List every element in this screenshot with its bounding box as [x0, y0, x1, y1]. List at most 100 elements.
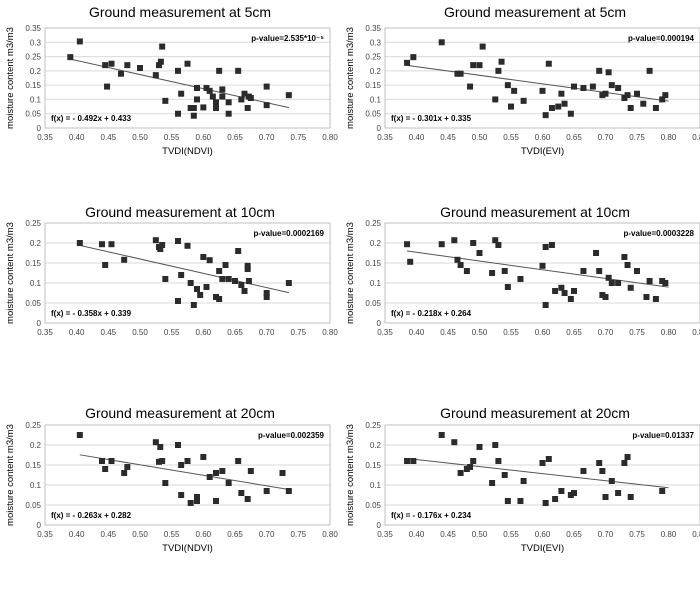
x-tick-label: 0.65 — [227, 328, 243, 337]
data-point — [545, 60, 552, 67]
data-point — [200, 104, 207, 111]
data-point — [652, 296, 659, 302]
data-point — [596, 268, 603, 274]
regression-equation: f(x) = - 0.358x + 0.339 — [51, 309, 132, 318]
x-axis-label: TVDI(NDVI) — [162, 146, 213, 157]
data-point — [175, 298, 181, 304]
y-tick-label: 0.35 — [25, 24, 41, 33]
y-tick-label: 0.1 — [30, 481, 42, 490]
data-point — [225, 99, 232, 106]
data-point — [621, 95, 628, 101]
data-point — [615, 490, 622, 496]
data-point — [580, 85, 587, 91]
y-tick-label: 0.15 — [25, 461, 41, 470]
y-tick-label: 0.2 — [370, 239, 382, 248]
x-tick-label: 0.75 — [629, 530, 645, 539]
data-point — [599, 92, 606, 99]
data-point — [285, 92, 292, 99]
data-point — [102, 466, 109, 472]
plot-frame — [384, 27, 700, 129]
x-tick-label: 0.70 — [259, 530, 275, 539]
data-point — [216, 268, 223, 274]
data-point — [235, 458, 242, 464]
data-point — [659, 278, 666, 284]
data-point — [194, 85, 200, 91]
data-point — [571, 83, 577, 90]
data-point — [157, 58, 164, 65]
data-point — [662, 92, 669, 99]
data-point — [608, 280, 615, 286]
data-point — [190, 302, 197, 308]
data-point — [238, 282, 245, 288]
x-tick-label: 0.60 — [196, 328, 212, 337]
y-tick-label: 0.35 — [365, 24, 381, 33]
chart-panel-5cm-evi: Ground measurement at 5cm 0 0.05 0.1 0.15 0.2… — [345, 4, 700, 157]
data-point — [225, 276, 232, 282]
data-point — [561, 100, 568, 107]
x-tick-label: 0.85 — [692, 530, 700, 539]
data-point — [184, 242, 191, 249]
data-point — [225, 110, 232, 117]
y-tick-label: 0.05 — [25, 501, 41, 510]
x-tick-label: 0.50 — [132, 328, 148, 337]
trend-line — [406, 250, 669, 288]
data-point — [552, 496, 559, 502]
data-point — [567, 110, 574, 117]
x-tick-label: 0.75 — [629, 133, 645, 142]
data-point — [508, 103, 514, 110]
data-point — [580, 468, 587, 474]
y-tick-label: 0.2 — [30, 67, 42, 76]
data-point — [235, 67, 242, 74]
data-point — [555, 103, 562, 110]
chart-panel-20cm-evi: Ground measurement at 20cm 0 0.05 0.1 0.15 0.… — [345, 405, 700, 554]
data-point — [602, 494, 609, 500]
data-point — [232, 278, 238, 284]
data-point — [438, 39, 445, 46]
data-point — [451, 439, 458, 446]
data-point — [558, 90, 565, 97]
chart-panel-10cm-evi: Ground measurement at 10cm 0 0.05 0.1 0.15 0.… — [345, 204, 700, 337]
data-point — [634, 268, 640, 274]
x-tick-label: 0.55 — [503, 328, 519, 337]
data-point — [476, 250, 483, 256]
y-tick-label: 0 — [377, 319, 382, 328]
p-value-label: p-value=2.535*10⁻⁵ — [251, 34, 324, 43]
x-tick-label: 0.40 — [69, 133, 85, 142]
y-tick-label: 0.25 — [365, 421, 381, 430]
data-point — [213, 498, 219, 504]
data-point — [219, 93, 226, 100]
x-tick-label: 0.70 — [598, 328, 614, 337]
data-point — [451, 237, 458, 244]
x-tick-label: 0.70 — [598, 530, 614, 539]
data-point — [659, 96, 666, 103]
data-point — [156, 458, 162, 465]
data-point — [476, 62, 483, 69]
plot-frame — [44, 27, 331, 129]
data-point — [178, 492, 185, 498]
x-tick-label: 0.80 — [322, 530, 338, 539]
p-value-label: p-value=0.01337 — [632, 431, 694, 440]
data-point — [542, 302, 549, 308]
data-point — [219, 276, 226, 282]
data-point — [238, 490, 245, 496]
data-point — [241, 288, 248, 294]
data-point — [659, 488, 666, 494]
y-tick-label: 0.05 — [365, 110, 381, 119]
data-point — [175, 442, 181, 448]
data-point — [517, 276, 524, 282]
data-point — [225, 480, 232, 486]
data-point — [194, 96, 200, 103]
data-point — [627, 494, 634, 500]
y-tick-label: 0.15 — [25, 259, 41, 268]
x-tick-label: 0.45 — [101, 133, 117, 142]
data-point — [492, 96, 499, 103]
plot-frame — [44, 424, 331, 526]
data-point — [184, 60, 191, 67]
data-point — [244, 266, 251, 272]
data-point — [479, 43, 486, 50]
data-point — [567, 296, 574, 302]
x-tick-label: 0.55 — [503, 133, 519, 142]
data-point — [539, 262, 546, 269]
data-point — [498, 58, 505, 65]
data-point — [476, 444, 483, 450]
